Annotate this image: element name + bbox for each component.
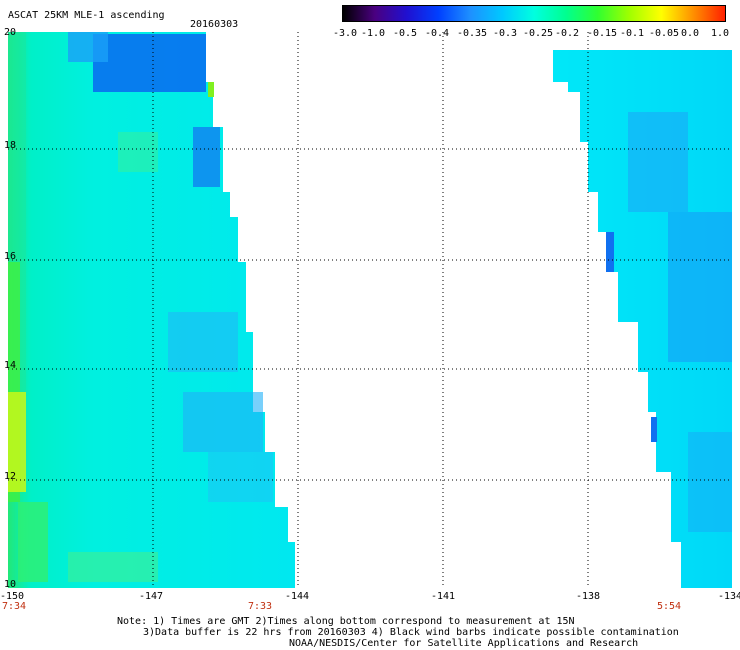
colorbar-label: -0.2 — [554, 28, 580, 39]
colorbar-label: -0.1 — [619, 28, 645, 39]
lat-label: 12 — [4, 471, 17, 482]
moderate-wind-patch — [193, 127, 220, 187]
lat-label: 20 — [4, 27, 17, 38]
lon-label: -134 — [718, 591, 740, 602]
product-title: ASCAT 25KM MLE-1 ascending — [8, 10, 165, 21]
lat-lon-grid — [8, 32, 732, 588]
colorbar-label: -3.0 — [332, 28, 358, 39]
footer-note: Note: 1) Times are GMT 2)Times along bot… — [117, 616, 575, 627]
colorbar-label: -1.0 — [360, 28, 386, 39]
lat-label: 18 — [4, 140, 17, 151]
light-wind-patch — [118, 132, 158, 172]
swath-west — [8, 32, 295, 588]
lon-label: -150 — [0, 591, 25, 602]
moderate-wind-patch — [208, 452, 273, 502]
colorbar-label: -0.25 — [522, 28, 554, 39]
calm-wind-patch — [8, 392, 26, 492]
color-scale-gradient — [343, 6, 725, 21]
footer-credit: NOAA/NESDIS/Center for Satellite Applica… — [289, 638, 639, 649]
time-label: 5:54 — [657, 601, 682, 612]
moderate-wind-patch — [168, 312, 238, 372]
colorbar-label: 1.0 — [710, 28, 730, 39]
lon-label: -144 — [285, 591, 310, 602]
lat-label: 16 — [4, 251, 17, 262]
lat-label: 14 — [4, 360, 17, 371]
colorbar-label: -0.4 — [424, 28, 450, 39]
lon-label: -141 — [431, 591, 456, 602]
wind-map — [8, 32, 732, 588]
lon-label: -147 — [139, 591, 164, 602]
product-date: 20160303 — [190, 19, 239, 30]
moderate-wind-patch — [668, 212, 732, 362]
colorbar-label: -0.05 — [648, 28, 680, 39]
colorbar-label: -0.15 — [586, 28, 618, 39]
light-wind-patch — [18, 502, 48, 582]
lat-label: 10 — [4, 579, 17, 590]
light-wind-patch — [208, 82, 214, 97]
color-scale-bar — [342, 5, 726, 22]
strong-wind-patch — [93, 34, 206, 92]
footer-note: 3)Data buffer is 22 hrs from 20160303 4)… — [143, 627, 679, 638]
colorbar-label: 0.0 — [680, 28, 700, 39]
colorbar-label: -0.5 — [392, 28, 418, 39]
time-label: 7:34 — [2, 601, 27, 612]
moderate-wind-patch — [68, 32, 108, 62]
lon-label: -138 — [576, 591, 601, 602]
strong-wind-patch — [651, 417, 657, 442]
colorbar-label: -0.35 — [456, 28, 488, 39]
moderate-wind-patch — [688, 432, 732, 532]
strong-wind-patch — [606, 232, 614, 272]
light-wind-patch — [68, 552, 158, 582]
colorbar-label: -0.3 — [492, 28, 518, 39]
moderate-wind-patch — [183, 392, 263, 452]
moderate-wind-patch — [628, 112, 688, 212]
time-label: 7:33 — [248, 601, 273, 612]
